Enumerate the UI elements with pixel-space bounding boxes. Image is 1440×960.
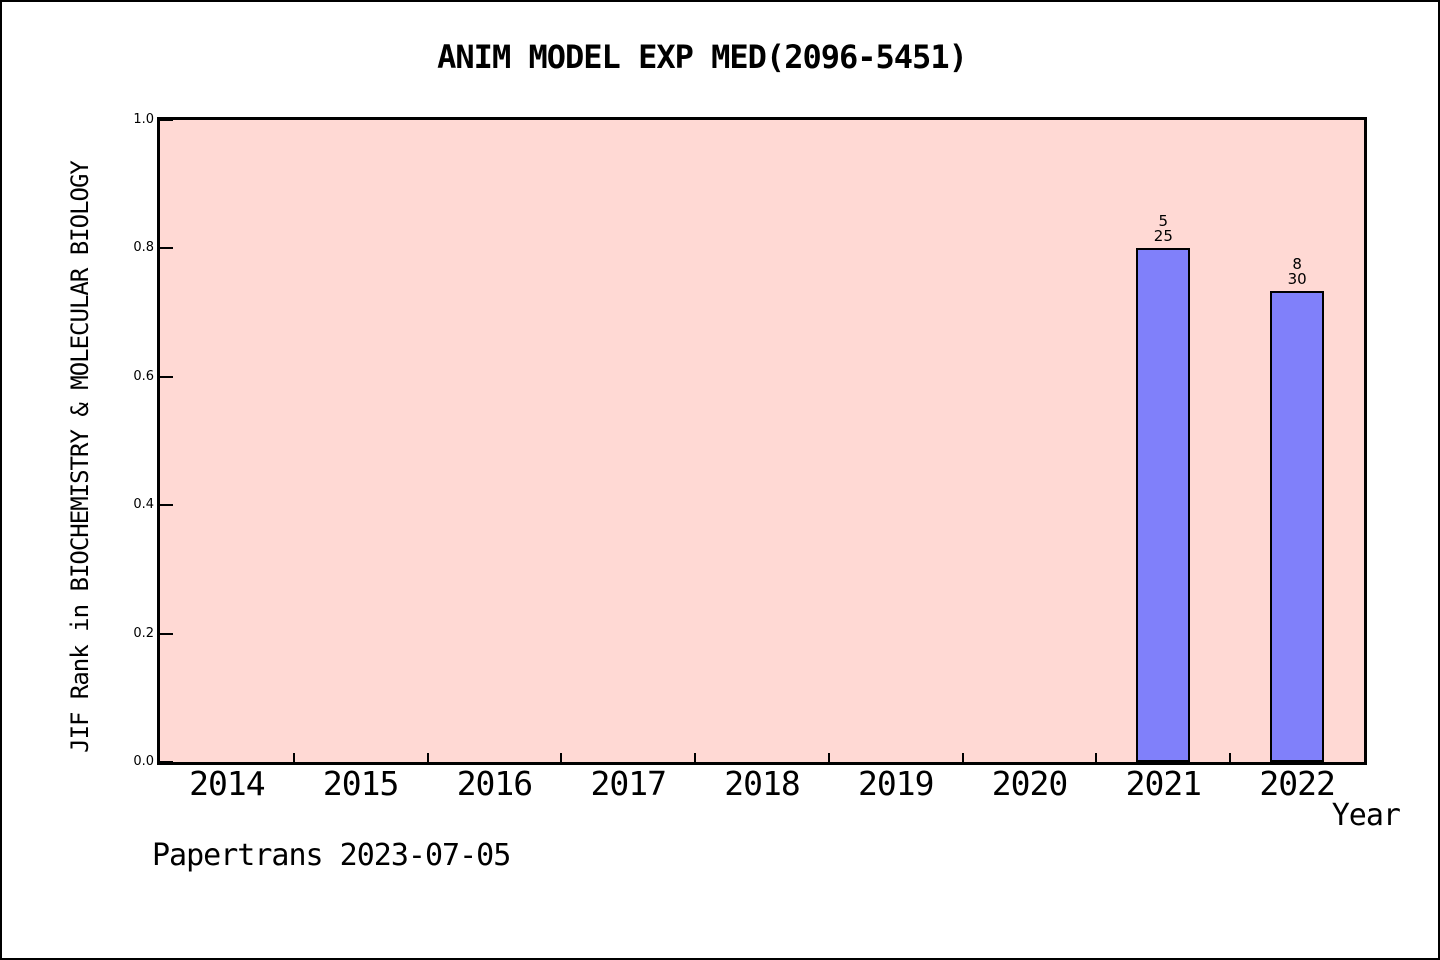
chart-title: ANIM MODEL EXP MED(2096-5451)	[437, 38, 968, 76]
x-category-label: 2020	[991, 764, 1068, 803]
x-category-label: 2014	[189, 764, 265, 803]
x-category-label: 2021	[1125, 764, 1202, 803]
y-tick-label: 0.6	[133, 368, 154, 384]
y-tick	[160, 375, 173, 378]
x-tick	[1095, 753, 1098, 762]
x-tick	[1229, 753, 1232, 762]
x-category-label: 2022	[1259, 764, 1335, 803]
bar-2022	[1270, 291, 1325, 762]
y-tick-label: 0.8	[133, 240, 154, 256]
x-category-label: 2018	[724, 764, 800, 803]
bar-2021	[1136, 248, 1191, 762]
y-tick-label: 1.0	[133, 112, 154, 127]
y-axis-label: JIF Rank in BIOCHEMISTRY & MOLECULAR BIO…	[66, 161, 94, 753]
watermark-text: Papertrans 2023-07-05	[152, 838, 511, 873]
x-tick	[827, 753, 830, 762]
x-tick	[560, 753, 563, 762]
x-category-label: 2016	[456, 764, 533, 803]
y-tick	[160, 632, 173, 635]
y-tick	[160, 120, 173, 121]
y-tick	[160, 247, 173, 250]
x-tick	[694, 753, 697, 762]
bar-value-label: 5 25	[1153, 212, 1173, 246]
x-category-label: 2015	[322, 764, 399, 803]
y-tick-label: 0.2	[133, 625, 154, 641]
x-tick	[961, 753, 964, 762]
y-tick	[160, 504, 173, 507]
plot-area	[157, 117, 1367, 765]
bar-value-label: 8 30	[1287, 255, 1307, 289]
y-tick-label: 0.0	[133, 754, 154, 769]
x-tick	[292, 753, 295, 762]
x-axis-label: Year	[1331, 798, 1401, 833]
x-category-label: 2017	[590, 764, 666, 803]
x-category-label: 2019	[858, 764, 934, 803]
y-tick	[160, 761, 173, 762]
x-tick	[426, 753, 429, 762]
y-tick-label: 0.4	[133, 497, 154, 513]
